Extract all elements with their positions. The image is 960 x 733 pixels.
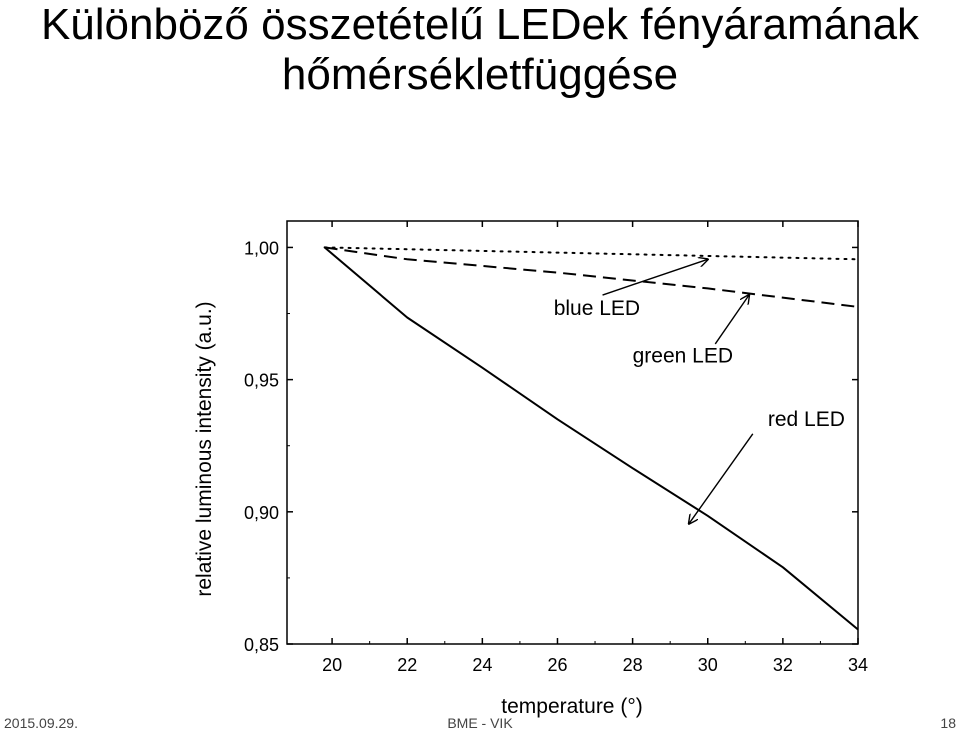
footer-page-number: 18 bbox=[940, 715, 956, 731]
x-axis-label: temperature (°) bbox=[501, 695, 642, 718]
y-tick-label: 0,95 bbox=[244, 371, 279, 391]
x-tick-label: 28 bbox=[623, 655, 643, 675]
x-tick-label: 20 bbox=[322, 655, 342, 675]
footer-date: 2015.09.29. bbox=[4, 715, 78, 731]
y-axis: 0,85 0,90 0,95 1,00 bbox=[244, 238, 858, 655]
slide-title: Különböző összetételű LEDek fényáramának… bbox=[0, 0, 960, 100]
annotation-arrow-red-led bbox=[689, 433, 754, 524]
annotation-green-led: green LED bbox=[633, 344, 733, 367]
x-tick-label: 32 bbox=[773, 655, 793, 675]
annotation-layer: blue LED green LED red LED bbox=[554, 259, 845, 523]
x-axis: 20 22 24 26 28 30 32 34 bbox=[322, 221, 868, 675]
x-tick-label: 30 bbox=[698, 655, 718, 675]
y-axis-label: relative luminous intensity (a.u.) bbox=[193, 301, 216, 596]
series-layer bbox=[323, 246, 859, 631]
series-red-led bbox=[323, 246, 859, 631]
y-tick-label: 1,00 bbox=[244, 238, 279, 258]
y-tick-label: 0,90 bbox=[244, 503, 279, 523]
annotation-red-led: red LED bbox=[768, 408, 845, 431]
x-tick-label: 34 bbox=[848, 655, 868, 675]
series-blue-led bbox=[323, 246, 859, 261]
slide-title-line-1: Különböző összetételű LEDek fényáramának bbox=[40, 0, 920, 49]
y-tick-label: 0,85 bbox=[244, 635, 279, 655]
plot-frame bbox=[286, 220, 859, 645]
annotation-arrow-blue-led bbox=[602, 259, 708, 296]
slide-title-line-2: hőmérsékletfüggése bbox=[281, 50, 679, 99]
x-tick-label: 22 bbox=[397, 655, 417, 675]
annotation-arrow-green-led bbox=[714, 295, 749, 345]
x-tick-label: 26 bbox=[547, 655, 567, 675]
x-tick-label: 24 bbox=[472, 655, 492, 675]
footer-center-text: BME - VIK bbox=[447, 715, 513, 731]
annotation-blue-led: blue LED bbox=[554, 297, 640, 320]
